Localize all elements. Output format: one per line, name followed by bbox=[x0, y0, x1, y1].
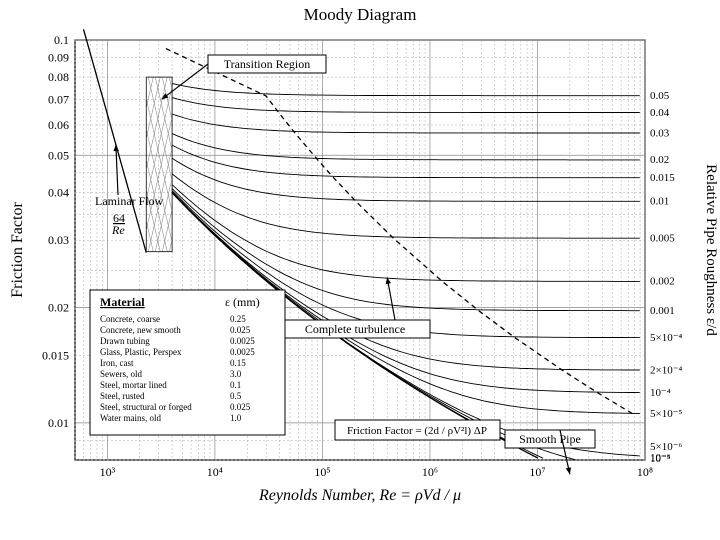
svg-text:Concrete, coarse: Concrete, coarse bbox=[100, 314, 160, 324]
svg-text:Steel, mortar lined: Steel, mortar lined bbox=[100, 380, 167, 390]
friction-formula: Friction Factor = (2d / ρV²l) ΔP bbox=[347, 425, 487, 437]
roughness-tick: 10⁻⁴ bbox=[650, 387, 671, 399]
roughness-tick: 0.015 bbox=[650, 172, 675, 184]
complete-turb-label: Complete turbulence bbox=[305, 322, 405, 336]
roughness-tick: 2×10⁻⁴ bbox=[650, 364, 683, 376]
svg-text:Re: Re bbox=[111, 223, 125, 237]
svg-text:Sewers, old: Sewers, old bbox=[100, 369, 142, 379]
svg-text:0.03: 0.03 bbox=[48, 233, 69, 247]
svg-text:0.25: 0.25 bbox=[230, 314, 246, 324]
svg-text:10³: 10³ bbox=[100, 465, 116, 479]
laminar-label: Laminar Flow bbox=[95, 194, 164, 208]
svg-text:0.02: 0.02 bbox=[48, 301, 69, 315]
svg-text:10⁵: 10⁵ bbox=[314, 465, 330, 479]
svg-text:0.15: 0.15 bbox=[230, 358, 246, 368]
svg-text:0.04: 0.04 bbox=[48, 185, 69, 199]
svg-text:Material: Material bbox=[100, 295, 145, 309]
svg-text:Iron, cast: Iron, cast bbox=[100, 358, 134, 368]
roughness-tick: 0.05 bbox=[650, 90, 670, 102]
svg-text:0.01: 0.01 bbox=[48, 416, 69, 430]
svg-text:10⁶: 10⁶ bbox=[422, 465, 438, 479]
chart-title: Moody Diagram bbox=[304, 5, 417, 24]
svg-text:10⁸: 10⁸ bbox=[637, 465, 653, 479]
right-axis-label: Relative Pipe Roughness ε/d bbox=[703, 164, 719, 336]
transition-label: Transition Region bbox=[224, 57, 311, 71]
smooth-pipe-label: Smooth Pipe bbox=[519, 432, 581, 446]
svg-text:0.05: 0.05 bbox=[48, 148, 69, 162]
svg-text:0.1: 0.1 bbox=[230, 380, 241, 390]
roughness-tick: 0.04 bbox=[650, 107, 670, 119]
svg-text:Glass, Plastic, Perspex: Glass, Plastic, Perspex bbox=[100, 347, 182, 357]
roughness-tick: 5×10⁻⁴ bbox=[650, 332, 683, 344]
svg-text:0.5: 0.5 bbox=[230, 391, 242, 401]
roughness-tick: 5×10⁻⁵ bbox=[650, 408, 683, 420]
svg-text:0.0025: 0.0025 bbox=[230, 347, 255, 357]
svg-text:Drawn tubing: Drawn tubing bbox=[100, 336, 150, 346]
x-axis-label: Reynolds Number, Re = ρVd / μ bbox=[258, 487, 461, 504]
svg-text:Steel, structural or forged: Steel, structural or forged bbox=[100, 402, 192, 412]
svg-text:0.025: 0.025 bbox=[230, 325, 251, 335]
svg-text:Water mains, old: Water mains, old bbox=[100, 413, 162, 423]
svg-text:3.0: 3.0 bbox=[230, 369, 242, 379]
roughness-tick: 0.002 bbox=[650, 276, 675, 288]
svg-text:0.09: 0.09 bbox=[48, 51, 69, 65]
svg-text:0.025: 0.025 bbox=[230, 402, 251, 412]
roughness-tick: 10⁻⁶ bbox=[650, 452, 671, 464]
svg-text:0.08: 0.08 bbox=[48, 70, 69, 84]
svg-text:0.07: 0.07 bbox=[48, 92, 69, 106]
svg-text:10⁷: 10⁷ bbox=[529, 465, 545, 479]
svg-text:0.1: 0.1 bbox=[54, 33, 69, 47]
svg-text:0.0025: 0.0025 bbox=[230, 336, 255, 346]
svg-text:0.015: 0.015 bbox=[42, 348, 69, 362]
svg-text:0.06: 0.06 bbox=[48, 118, 69, 132]
svg-text:1.0: 1.0 bbox=[230, 413, 242, 423]
roughness-tick: 0.005 bbox=[650, 232, 675, 244]
roughness-tick: 0.001 bbox=[650, 305, 675, 317]
roughness-tick: 0.02 bbox=[650, 154, 669, 166]
svg-text:ε (mm): ε (mm) bbox=[225, 295, 260, 309]
svg-text:Concrete, new smooth: Concrete, new smooth bbox=[100, 325, 181, 335]
svg-text:10⁴: 10⁴ bbox=[207, 465, 223, 479]
y-axis-label: Friction Factor bbox=[9, 202, 26, 298]
roughness-tick: 0.01 bbox=[650, 196, 669, 208]
roughness-tick: 0.03 bbox=[650, 127, 670, 139]
svg-text:Steel, rusted: Steel, rusted bbox=[100, 391, 145, 401]
